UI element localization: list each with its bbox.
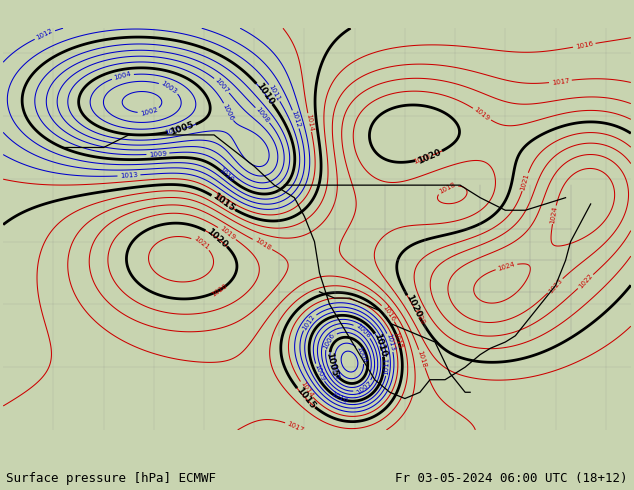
Text: 1018: 1018 — [438, 182, 456, 195]
Text: 1023: 1023 — [547, 277, 564, 294]
Text: 1016: 1016 — [575, 41, 593, 50]
Text: 1018: 1018 — [253, 237, 271, 252]
Text: 1003: 1003 — [160, 80, 178, 95]
Text: 1010: 1010 — [330, 391, 348, 405]
Text: 1019: 1019 — [218, 225, 236, 242]
Text: 1020: 1020 — [404, 293, 423, 319]
Text: 1008: 1008 — [255, 106, 271, 124]
Text: 1014: 1014 — [299, 381, 314, 399]
Text: 1015: 1015 — [294, 386, 317, 411]
Text: 1012: 1012 — [301, 313, 316, 331]
Text: 1017: 1017 — [286, 420, 305, 433]
Text: 1014: 1014 — [305, 113, 314, 132]
Text: 1006: 1006 — [222, 102, 235, 122]
Text: 1015: 1015 — [212, 193, 230, 209]
Text: 1020: 1020 — [413, 153, 432, 165]
Text: 1008: 1008 — [354, 322, 372, 339]
Text: 1019: 1019 — [473, 106, 491, 122]
Text: 1021: 1021 — [192, 236, 210, 251]
Text: 1012: 1012 — [290, 110, 301, 129]
Text: 1020: 1020 — [413, 307, 426, 326]
Text: 1020: 1020 — [210, 283, 229, 297]
Text: 1006: 1006 — [322, 332, 336, 350]
Text: 1005: 1005 — [328, 362, 340, 380]
Text: 1007: 1007 — [355, 380, 373, 395]
Text: 1005: 1005 — [324, 351, 339, 377]
Text: 1016: 1016 — [381, 304, 396, 322]
Text: Fr 03-05-2024 06:00 UTC (18+12): Fr 03-05-2024 06:00 UTC (18+12) — [395, 472, 628, 485]
Text: 1009: 1009 — [313, 363, 326, 382]
Text: 1011: 1011 — [268, 84, 281, 102]
Text: 1021: 1021 — [520, 172, 531, 191]
Text: 1005: 1005 — [164, 126, 183, 136]
Text: 1015: 1015 — [392, 330, 403, 349]
Text: 1013: 1013 — [120, 172, 138, 179]
Text: 1010: 1010 — [254, 81, 275, 106]
Text: 1010: 1010 — [373, 332, 389, 358]
Text: 1018: 1018 — [417, 349, 427, 368]
Text: 1022: 1022 — [578, 273, 593, 290]
Text: 1005: 1005 — [169, 121, 195, 137]
Text: 1024: 1024 — [497, 261, 515, 272]
Text: 1017: 1017 — [551, 77, 570, 86]
Text: 1002: 1002 — [139, 107, 158, 117]
Text: Surface pressure [hPa] ECMWF: Surface pressure [hPa] ECMWF — [6, 472, 216, 485]
Text: 1009: 1009 — [149, 150, 167, 157]
Text: 1007: 1007 — [214, 76, 230, 94]
Text: 1011: 1011 — [384, 357, 391, 375]
Text: 1013: 1013 — [385, 333, 396, 352]
Text: 1010: 1010 — [217, 167, 235, 183]
Text: 1020: 1020 — [205, 226, 230, 249]
Text: 1012: 1012 — [36, 28, 54, 41]
Text: 1020: 1020 — [416, 147, 443, 166]
Text: 1004: 1004 — [113, 71, 132, 81]
Text: 1015: 1015 — [210, 192, 236, 214]
Text: 1024: 1024 — [550, 205, 559, 224]
Text: 1004: 1004 — [356, 345, 368, 364]
